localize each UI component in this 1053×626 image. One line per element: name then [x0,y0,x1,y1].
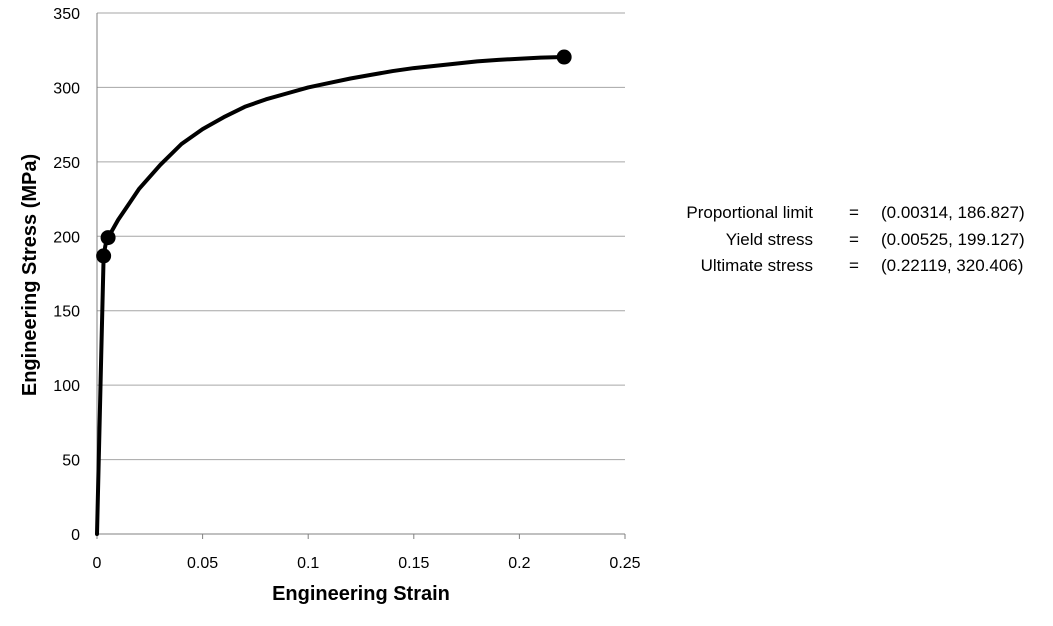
y-axis-title: Engineering Stress (MPa) [19,154,41,396]
data-point-marker [96,248,112,264]
gridlines [97,12,625,461]
annotation-value: (0.00525, 199.127) [881,229,1025,249]
x-tick-label: 0.2 [508,555,530,572]
y-tick-label: 0 [71,527,80,544]
annotation-block: Proportional limit = (0.00314, 186.827) … [600,203,1053,283]
axes [96,13,626,539]
data-point-marker [100,230,116,246]
annotation-equals: = [849,203,859,222]
annotation-yield-stress: Yield stress = (0.00525, 199.127) [600,230,1053,257]
annotation-label: Yield stress [725,229,813,249]
y-tick-label: 300 [53,80,80,97]
x-axis-title: Engineering Strain [272,583,450,605]
annotation-equals: = [849,229,859,249]
tick-labels: 0 50 100 150 200 250 300 350 0 0.05 0.1 0.15 0.2 0.25 [53,6,640,572]
annotation-equals: = [849,256,859,275]
data-point-marker [556,49,572,65]
y-tick-label: 350 [53,6,80,23]
data-series [95,55,567,536]
y-tick-label: 50 [62,453,80,470]
x-tick-label: 0.15 [398,555,429,572]
x-tick-label: 0.1 [297,555,319,572]
y-tick-label: 200 [53,229,80,246]
annotation-ultimate-stress: Ultimate stress = (0.22119, 320.406) [600,256,1053,283]
y-tick-label: 100 [53,378,80,395]
annotation-label: Ultimate stress [700,256,813,275]
y-tick-label: 250 [53,155,80,172]
x-tick-label: 0 [93,555,102,572]
data-markers [96,49,572,264]
x-tick-label: 0.05 [187,555,218,572]
annotation-value: (0.22119, 320.406) [881,256,1024,275]
annotation-value: (0.00314, 186.827) [881,203,1025,222]
x-tick-label: 0.25 [609,555,640,572]
annotation-proportional-limit: Proportional limit = (0.00314, 186.827) [600,203,1053,230]
annotation-label: Proportional limit [686,203,813,222]
stress-strain-curve [95,55,567,536]
y-tick-label: 150 [53,304,80,321]
